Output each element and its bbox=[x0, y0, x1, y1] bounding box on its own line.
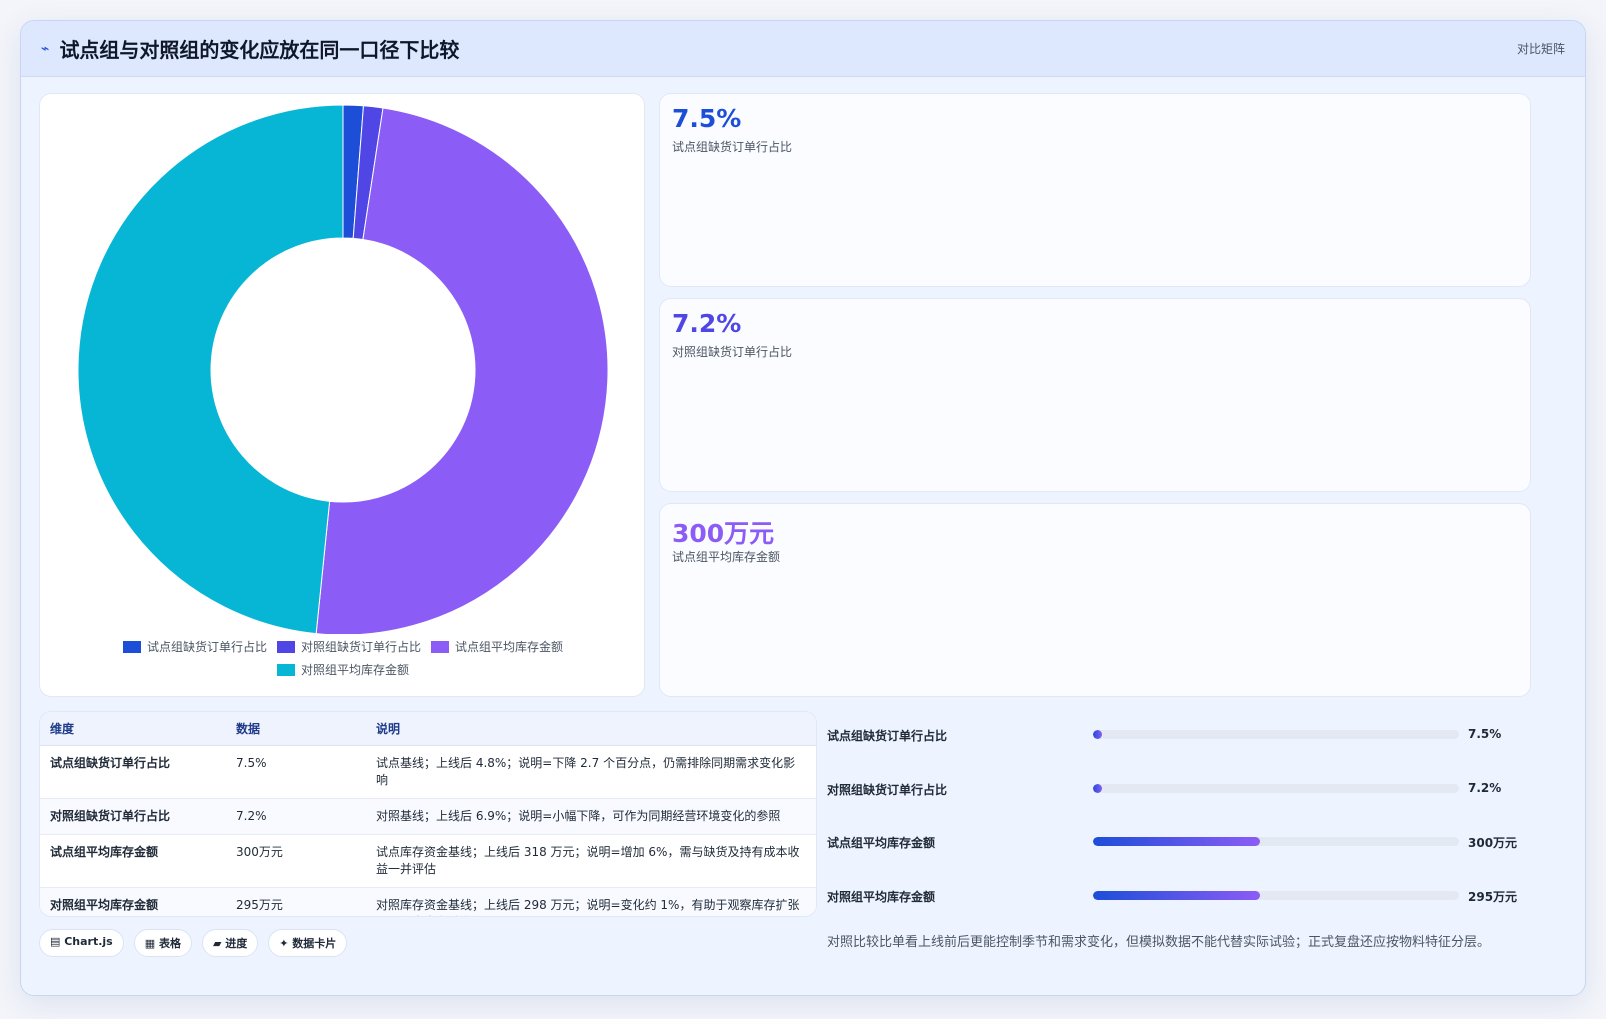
legend-swatch bbox=[431, 640, 449, 653]
donut-chart bbox=[77, 104, 609, 634]
progress-fill bbox=[1093, 730, 1103, 739]
legend-swatch bbox=[276, 640, 295, 653]
progress-track bbox=[1093, 783, 1459, 793]
table-cell-value: 295万元 bbox=[226, 887, 366, 916]
data-table-panel: 维度 数据 说明 试点组缺货订单行占比 7.5% 试点基线；上线后 4.8%；说… bbox=[39, 711, 817, 917]
kpi-value: 300万元 bbox=[672, 519, 775, 548]
legend-row-2: 对照组平均库存金额 bbox=[40, 661, 646, 678]
kpi-card-control-stockout: 7.2% 对照组缺货订单行占比 bbox=[659, 298, 1531, 492]
legend-swatch bbox=[122, 640, 141, 653]
table-cell-dimension: 试点组缺货订单行占比 bbox=[40, 745, 226, 799]
kpi-value: 7.2% bbox=[672, 309, 742, 338]
chip-chartjs[interactable]: ▤ Chart.js bbox=[39, 929, 124, 957]
data-table: 维度 数据 说明 试点组缺货订单行占比 7.5% 试点基线；上线后 4.8%；说… bbox=[40, 712, 816, 916]
table-cell-note: 试点库存资金基线；上线后 318 万元；说明=增加 6%，需与缺货及持有成本收益… bbox=[366, 834, 816, 888]
chip-table[interactable]: ▦ 表格 bbox=[133, 929, 192, 957]
column-header: 维度 bbox=[40, 712, 226, 746]
chip-data-cards[interactable]: ✦ 数据卡片 bbox=[268, 929, 348, 957]
kpi-label: 对照组缺货订单行占比 bbox=[672, 345, 793, 359]
legend-label: 对照组平均库存金额 bbox=[300, 663, 409, 677]
progress-label: 试点组缺货订单行占比 bbox=[827, 729, 948, 743]
page-title-text: 试点组与对照组的变化应放在同一口径下比较 bbox=[59, 38, 460, 62]
footnote: 对照比较比单看上线前后更能控制季节和需求变化，但模拟数据不能代替实际试验；正式复… bbox=[827, 935, 1491, 950]
progress-fill bbox=[1093, 783, 1102, 793]
table-cell-value: 7.2% bbox=[226, 798, 366, 835]
table-cell-value: 7.5% bbox=[226, 745, 366, 799]
chip-bar: ▤ Chart.js ▦ 表格 ▰ 进度 ✦ 数据卡片 bbox=[39, 929, 348, 957]
table-row: 对照组平均库存金额 295万元 对照库存资金基线；上线后 298 万元；说明=变… bbox=[40, 887, 816, 916]
progress-row: 对照组缺货订单行占比 7.2% bbox=[827, 775, 1527, 829]
kpi-label: 试点组平均库存金额 bbox=[672, 550, 781, 564]
legend-label: 对照组缺货订单行占比 bbox=[300, 640, 421, 654]
progress-label: 对照组缺货订单行占比 bbox=[827, 782, 948, 797]
column-header: 数据 bbox=[226, 712, 366, 746]
table-row: 对照组缺货订单行占比 7.2% 对照基线；上线后 6.9%；说明=小幅下降，可作… bbox=[40, 798, 816, 835]
slice-pilot-inventory[interactable] bbox=[315, 107, 609, 634]
table-header-row: 维度 数据 说明 bbox=[40, 712, 816, 746]
table-cell-note: 对照基线；上线后 6.9%；说明=小幅下降，可作为同期经营环境变化的参照 bbox=[366, 798, 816, 835]
table-cell-value: 300万元 bbox=[226, 834, 366, 888]
progress-track bbox=[1093, 730, 1459, 739]
slice-control-inventory[interactable] bbox=[77, 104, 344, 634]
legend-swatch bbox=[276, 663, 295, 676]
progress-label: 对照组平均库存金额 bbox=[827, 889, 936, 904]
legend-item-control-inventory[interactable]: 对照组平均库存金额 bbox=[276, 661, 409, 678]
progress-track bbox=[1093, 837, 1459, 846]
progress-label: 试点组平均库存金额 bbox=[827, 836, 936, 850]
table-cell-note: 试点基线；上线后 4.8%；说明=下降 2.7 个百分点，仍需排除同期需求变化影… bbox=[366, 745, 816, 799]
legend-item-pilot-inventory[interactable]: 试点组平均库存金额 bbox=[431, 638, 563, 655]
progress-value: 300万元 bbox=[1468, 836, 1518, 850]
table-cell-dimension: 试点组平均库存金额 bbox=[40, 834, 226, 888]
page-title: ⌁ 试点组与对照组的变化应放在同一口径下比较 bbox=[41, 34, 459, 63]
progress-fill bbox=[1093, 837, 1260, 846]
legend-label: 试点组缺货订单行占比 bbox=[146, 640, 267, 654]
chart-legend: 试点组缺货订单行占比 对照组缺货订单行占比 试点组平均库存金额 对照组平均库存金… bbox=[40, 638, 646, 684]
table-cell-note: 对照库存资金基线；上线后 298 万元；说明=变化约 1%，有助于观察库存扩张是… bbox=[366, 887, 816, 916]
progress-fill bbox=[1093, 890, 1260, 900]
chip-progress[interactable]: ▰ 进度 bbox=[201, 929, 259, 957]
dashboard-frame: ⌁ 试点组与对照组的变化应放在同一口径下比较 对比矩阵 试点组缺货订单行占比 对… bbox=[20, 20, 1586, 996]
progress-row: 试点组平均库存金额 300万元 bbox=[827, 828, 1527, 882]
kpi-label: 试点组缺货订单行占比 bbox=[672, 140, 793, 154]
progress-row: 对照组平均库存金额 295万元 bbox=[827, 882, 1527, 936]
table-cell-dimension: 对照组平均库存金额 bbox=[40, 887, 226, 916]
progress-list: 试点组缺货订单行占比 7.5% 对照组缺货订单行占比 7.2% 试点组平均库存金… bbox=[827, 721, 1527, 935]
kpi-value: 7.5% bbox=[672, 104, 742, 133]
legend-label: 试点组平均库存金额 bbox=[455, 640, 564, 654]
table-row: 试点组缺货订单行占比 7.5% 试点基线；上线后 4.8%；说明=下降 2.7 … bbox=[40, 745, 816, 799]
legend-item-control-stockout[interactable]: 对照组缺货订单行占比 bbox=[276, 638, 421, 655]
donut-chart-panel: 试点组缺货订单行占比 对照组缺货订单行占比 试点组平均库存金额 对照组平均库存金… bbox=[39, 93, 645, 697]
progress-value: 295万元 bbox=[1468, 889, 1518, 904]
progress-value: 7.2% bbox=[1468, 780, 1502, 795]
view-tag: 对比矩阵 bbox=[1516, 42, 1565, 56]
legend-item-pilot-stockout[interactable]: 试点组缺货订单行占比 bbox=[122, 638, 267, 655]
progress-value: 7.5% bbox=[1468, 727, 1502, 741]
column-header: 说明 bbox=[366, 712, 816, 746]
progress-track bbox=[1093, 890, 1459, 900]
header: ⌁ 试点组与对照组的变化应放在同一口径下比较 对比矩阵 bbox=[21, 21, 1585, 77]
progress-row: 试点组缺货订单行占比 7.5% bbox=[827, 721, 1527, 775]
kpi-card-pilot-inventory: 300万元 试点组平均库存金额 bbox=[659, 503, 1531, 697]
pulse-icon: ⌁ bbox=[41, 40, 50, 57]
kpi-card-pilot-stockout: 7.5% 试点组缺货订单行占比 bbox=[659, 93, 1531, 287]
legend-row-1: 试点组缺货订单行占比 对照组缺货订单行占比 试点组平均库存金额 bbox=[40, 638, 646, 655]
table-cell-dimension: 对照组缺货订单行占比 bbox=[40, 798, 226, 835]
table-row: 试点组平均库存金额 300万元 试点库存资金基线；上线后 318 万元；说明=增… bbox=[40, 834, 816, 888]
